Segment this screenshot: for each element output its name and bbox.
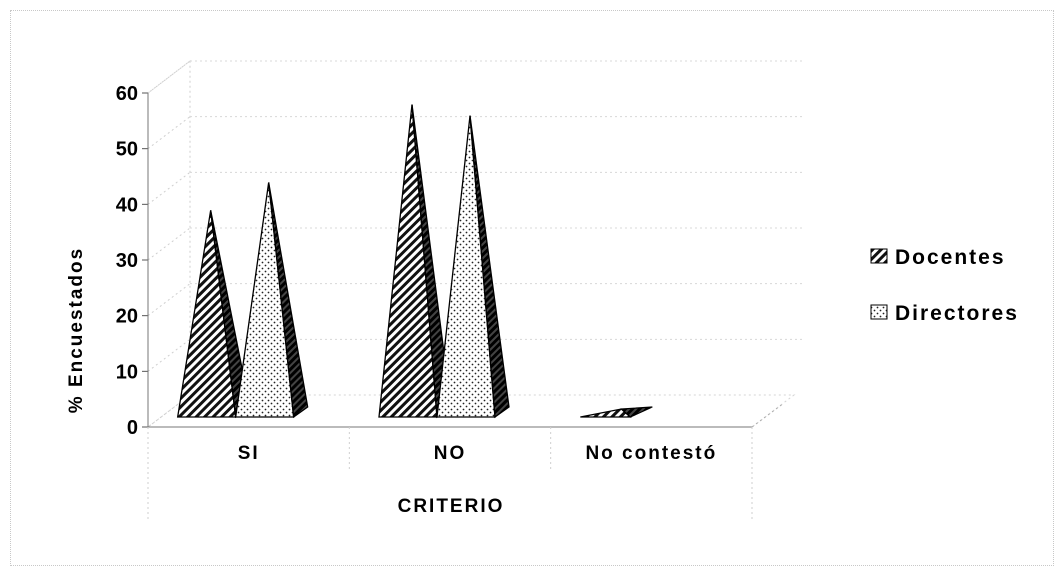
y-tick-label: 20 [116, 306, 138, 328]
pyramid-side-docentes-2 [619, 406, 653, 418]
chart-frame [10, 10, 1054, 566]
y-tick-label: 10 [116, 361, 138, 383]
floor-edge [751, 402, 785, 428]
category-label: NO [434, 443, 467, 464]
pyramid-marks [176, 104, 653, 419]
y-tick-label: 40 [116, 194, 138, 216]
legend-swatch-directores [870, 304, 888, 320]
legend-swatch-docentes [870, 248, 888, 264]
gridline-side [147, 338, 191, 372]
legend-label-directores: Directores [895, 302, 1019, 325]
y-tick-label: 30 [116, 250, 138, 272]
gridline-side [147, 60, 191, 94]
category-label: No contestó [585, 443, 717, 464]
gridline-side [147, 116, 191, 150]
gridline-side [147, 283, 191, 317]
gridline-side [147, 227, 191, 261]
gridline-side [147, 171, 191, 205]
x-axis-categories: SI NO No contestó [238, 427, 717, 471]
y-tick-label: 60 [116, 83, 138, 105]
pyramid-side-directores-1 [469, 115, 510, 419]
gridlines [147, 60, 804, 372]
y-axis-title: % Encuestados [66, 247, 87, 413]
floor [146, 394, 796, 428]
legend: Docentes Directores [870, 246, 1019, 325]
y-tick-label: 0 [127, 417, 138, 439]
axis-lines [142, 92, 785, 522]
category-label: SI [238, 443, 260, 464]
x-axis-title: CRITERIO [398, 496, 505, 517]
legend-label-docentes: Docentes [895, 246, 1006, 269]
y-axis-ticks: 0 10 20 30 40 50 60 [116, 83, 138, 439]
pyramid-side-directores-0 [268, 182, 309, 419]
y-tick-label: 50 [116, 139, 138, 161]
